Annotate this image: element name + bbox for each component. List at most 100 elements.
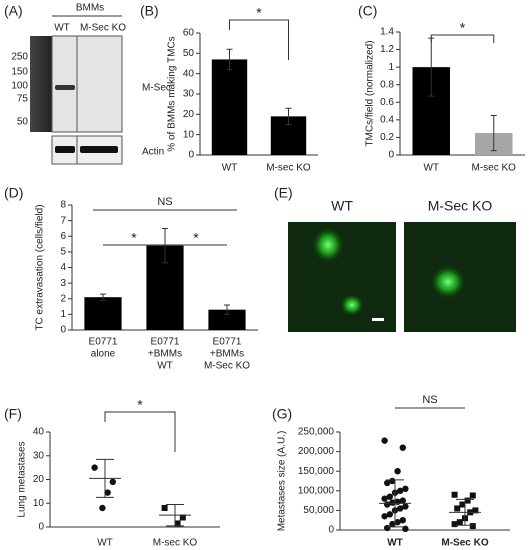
error-bar bbox=[100, 293, 106, 301]
y-tick-label: 10 bbox=[33, 498, 45, 509]
data-point bbox=[386, 493, 393, 500]
x-tick-label: WT bbox=[423, 163, 439, 174]
data-point bbox=[451, 521, 458, 528]
y-tick-label: 0 bbox=[188, 150, 194, 161]
y-tick-label: 6 bbox=[60, 231, 66, 242]
y-tick-label: 20 bbox=[183, 109, 195, 120]
y-tick-label: 40 bbox=[33, 427, 45, 438]
y-tick-label: 20 bbox=[33, 474, 45, 485]
x-tick-label: WT bbox=[387, 538, 403, 549]
data-point bbox=[384, 524, 391, 532]
y-tick-label: 2 bbox=[60, 293, 66, 304]
y-axis-label: TMCs/field (normalized) bbox=[365, 40, 376, 146]
y-tick-label: 1 bbox=[60, 309, 66, 320]
y-tick-label: 200,000 bbox=[298, 446, 335, 457]
band bbox=[55, 85, 75, 90]
band-label: M-Sec bbox=[142, 83, 171, 94]
panel-label: (G) bbox=[272, 406, 292, 422]
error-bar bbox=[162, 227, 168, 264]
x-tick-label: M-Sec KO bbox=[204, 361, 250, 372]
data-point bbox=[451, 491, 458, 498]
x-tick-label: WT bbox=[97, 538, 113, 549]
data-point bbox=[394, 468, 401, 475]
group-label: BMMs bbox=[76, 3, 104, 14]
cell-signal bbox=[340, 294, 364, 316]
blot-panel: (A) BMMs WT M-Sec KO 250 150 100 75 50 M… bbox=[4, 3, 171, 165]
ladder-label: 75 bbox=[17, 94, 29, 105]
y-tick-label: 0 bbox=[38, 522, 44, 533]
y-tick-label: 5 bbox=[60, 247, 66, 258]
x-tick-label: WT bbox=[222, 163, 238, 174]
ladder-label: 250 bbox=[11, 52, 28, 63]
data-point bbox=[456, 519, 463, 526]
y-tick-label: 100,000 bbox=[298, 485, 335, 496]
y-tick-label: 30 bbox=[33, 450, 45, 461]
y-tick-label: 7 bbox=[60, 215, 66, 226]
data-point bbox=[397, 505, 404, 512]
annotation: * bbox=[460, 20, 466, 36]
y-tick-label: 1.4 bbox=[380, 27, 394, 38]
data-point bbox=[399, 444, 406, 451]
y-tick-label: 0.2 bbox=[380, 132, 394, 143]
error-bar bbox=[226, 48, 233, 71]
annotation: NS bbox=[157, 196, 172, 208]
image-panel: (E) WT M-Sec KO bbox=[274, 185, 516, 332]
y-tick-label: 0.4 bbox=[380, 114, 394, 125]
data-point bbox=[161, 505, 168, 511]
data-point bbox=[454, 505, 461, 512]
y-tick-label: 1.2 bbox=[380, 44, 394, 55]
data-point bbox=[397, 487, 404, 494]
bar bbox=[208, 309, 246, 330]
x-tick-label: +BMMs bbox=[210, 349, 244, 360]
y-tick-label: 50,000 bbox=[303, 505, 334, 516]
data-point bbox=[469, 492, 476, 499]
data-point bbox=[459, 501, 466, 508]
y-tick-label: 0 bbox=[388, 150, 394, 161]
data-point bbox=[386, 511, 393, 518]
error-bar bbox=[224, 304, 230, 315]
band-label: Actin bbox=[142, 147, 164, 158]
ladder-label: 100 bbox=[11, 81, 28, 92]
y-tick-label: 0 bbox=[328, 525, 334, 536]
panel-label: (D) bbox=[4, 185, 23, 201]
bar bbox=[211, 59, 248, 155]
y-tick-label: 250,000 bbox=[298, 427, 335, 438]
panel-label: (F) bbox=[4, 406, 22, 422]
annotation: * bbox=[256, 5, 262, 21]
cell-signal bbox=[430, 265, 466, 299]
data-point bbox=[91, 464, 98, 471]
data-point bbox=[384, 501, 391, 508]
y-axis-label: Lung metastases bbox=[17, 441, 28, 517]
x-tick-label: M-sec KO bbox=[472, 163, 517, 174]
x-tick-label: +BMMs bbox=[148, 349, 182, 360]
data-point bbox=[472, 507, 479, 514]
y-tick-label: 3 bbox=[60, 278, 66, 289]
data-point bbox=[179, 514, 186, 521]
y-axis-label: % of BMMs making TMCs bbox=[167, 36, 178, 151]
data-point bbox=[104, 489, 111, 496]
x-tick-label: M-Sec KO bbox=[441, 538, 488, 549]
sd-bar bbox=[166, 503, 184, 527]
x-tick-label: M-sec KO bbox=[153, 538, 198, 549]
data-point bbox=[381, 495, 388, 502]
error-bar bbox=[490, 114, 497, 152]
annotation: * bbox=[137, 397, 143, 413]
scale-bar bbox=[372, 318, 384, 321]
annotation: * bbox=[193, 230, 199, 246]
error-bar bbox=[285, 107, 292, 125]
y-tick-label: 40 bbox=[183, 68, 195, 79]
y-tick-label: 60 bbox=[183, 28, 195, 39]
annotation: * bbox=[131, 230, 137, 246]
x-tick-label: E0771 bbox=[151, 337, 180, 348]
panel-label: (B) bbox=[140, 3, 159, 19]
panel-label: (E) bbox=[274, 185, 293, 201]
y-tick-label: 30 bbox=[183, 89, 195, 100]
ladder-label: 150 bbox=[11, 67, 28, 78]
data-point bbox=[402, 503, 409, 510]
image-label: WT bbox=[331, 198, 353, 214]
data-point bbox=[399, 497, 406, 504]
data-point bbox=[389, 499, 396, 506]
data-point bbox=[381, 437, 388, 444]
data-point bbox=[99, 504, 106, 512]
